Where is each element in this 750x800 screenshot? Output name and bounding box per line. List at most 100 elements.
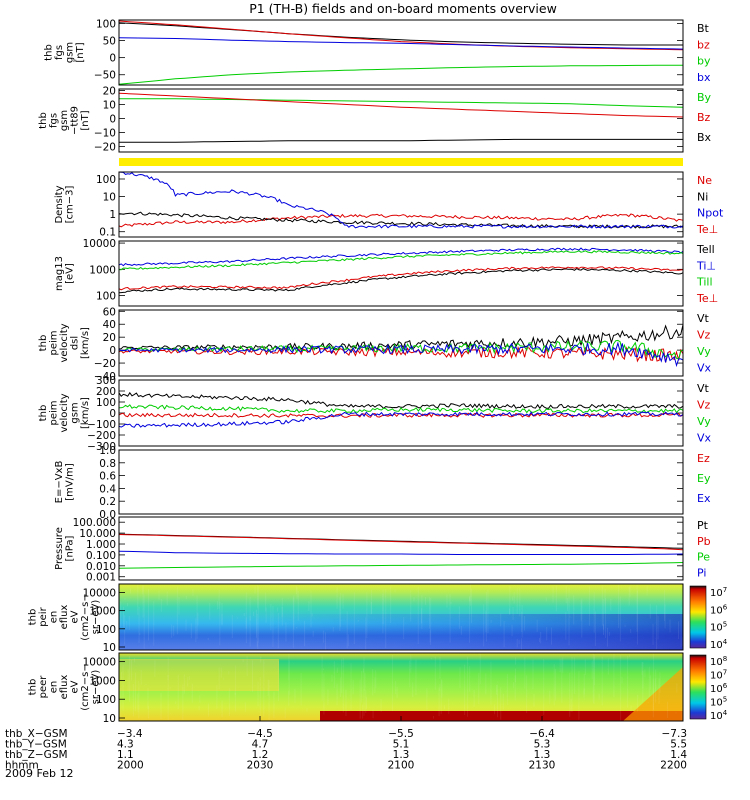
legend-Tell: Tell — [696, 243, 715, 256]
figure-title: P1 (TH-B) fields and on-board moments ov… — [249, 1, 557, 16]
y-axis-label: fgs — [49, 113, 60, 128]
y-tick-label: −50 — [94, 70, 116, 82]
y-tick-label: 10 — [103, 713, 116, 725]
y-tick-label: 100.000 — [73, 517, 116, 529]
legend-Vt: Vt — [697, 382, 710, 395]
x-row-value: 4.7 — [252, 739, 269, 751]
series-line-Vx — [118, 411, 684, 428]
series-line-Ni — [118, 211, 684, 229]
spectrogram-low-energy-band — [320, 711, 683, 721]
series-line-by — [118, 64, 683, 85]
panel-5: 10000 1000 100 mag13 [eV] Tell Ti⊥ Till Te⊥ — [54, 238, 718, 307]
panel-frame — [118, 19, 684, 86]
colorbar-label: 105 — [710, 696, 727, 709]
legend-Vz: Vz — [697, 329, 711, 342]
legend-Vx: Vx — [697, 432, 712, 445]
series-line-Vt — [118, 324, 684, 352]
y-axis-label: −tt89 — [70, 106, 81, 135]
series-line-Ne — [118, 213, 684, 228]
x-row-value: 2000 — [117, 760, 144, 772]
panel-frame — [118, 516, 684, 581]
y-tick-label: 0 — [109, 53, 116, 65]
y-axis-label: [mV/m] — [64, 463, 75, 501]
panel-frame — [118, 583, 684, 651]
y-tick-label: 0.001 — [86, 572, 116, 584]
y-tick-label: 0.8 — [99, 458, 116, 470]
y-tick-label: 10 — [103, 642, 116, 654]
y-axis-label: eV — [70, 680, 81, 693]
panel-frame — [118, 379, 684, 447]
legend-By: By — [697, 91, 712, 104]
y-axis-label: peer — [38, 675, 49, 699]
y-tick-label: 1 — [109, 209, 116, 221]
y-tick-label: 10000 — [83, 238, 116, 250]
y-tick-label: 10000 — [83, 587, 116, 599]
y-tick-label: 100 — [96, 397, 116, 409]
y-axis-label: E=−VxB — [54, 461, 65, 504]
series-line-Tell — [118, 268, 684, 294]
y-axis-label: (cm2−s− — [80, 593, 91, 640]
legend-Vx: Vx — [697, 362, 712, 375]
series-line-Pi — [118, 550, 684, 555]
legend-Vt: Vt — [697, 312, 710, 325]
series-line-Bz — [118, 92, 684, 118]
y-axis-label: [km/s] — [80, 397, 91, 429]
series-line-Npot — [118, 171, 684, 229]
x-row-value: 4.3 — [117, 739, 134, 751]
y-tick-label: 20 — [103, 85, 116, 97]
series-line-Ti⊥ — [118, 247, 684, 267]
legend-by: by — [697, 55, 711, 68]
series-line-Vy — [118, 404, 684, 414]
x-row-value: 1.3 — [393, 749, 410, 761]
series-line-Pb — [118, 534, 684, 551]
y-tick-label: −10 — [94, 127, 116, 139]
y-axis-label: velocity — [59, 323, 70, 362]
panel-8: 1.00.80.60.40.20.0 E=−VxB [mV/m] Ez Ey Ex — [54, 445, 711, 521]
legend-Npot: Npot — [697, 207, 724, 220]
y-tick-label: 1.0 — [99, 445, 116, 457]
y-tick-label: 10 — [103, 99, 116, 111]
series-line-Pe — [118, 562, 684, 569]
y-axis-label: Pressure — [54, 527, 65, 570]
x-row-label: thb_Z−GSM — [5, 749, 68, 761]
legend-Te⊥: Te⊥ — [696, 292, 718, 305]
colorbar-label: 107 — [710, 669, 727, 682]
y-axis-label: thb — [28, 609, 39, 626]
y-axis-label: en — [49, 611, 60, 624]
series-line-Vy — [118, 339, 684, 360]
yellow-status-bar — [119, 158, 683, 166]
y-axis-label: eflux — [59, 605, 70, 630]
y-tick-label: 10.000 — [79, 528, 116, 540]
colorbar-label: 104 — [710, 709, 728, 722]
y-tick-label: 1000 — [89, 675, 116, 687]
colorbar — [689, 654, 707, 720]
x-row-label: hhmm — [5, 760, 39, 772]
legend-Vz: Vz — [697, 399, 711, 412]
panel-4: 100 10 1 0.1 Density [cm−3] Ne Ni Npot Te⊥ — [54, 171, 724, 239]
y-tick-label: 1.000 — [86, 539, 116, 551]
panel-frame — [118, 240, 684, 307]
y-tick-label: −200 — [87, 430, 116, 442]
y-axis-label: thb — [43, 44, 54, 61]
y-axis-label: velocity — [59, 393, 70, 432]
y-axis-label: fgs — [54, 45, 65, 60]
legend-Vy: Vy — [697, 345, 711, 358]
x-row-value: 2100 — [388, 760, 415, 772]
x-row-value: −5.5 — [388, 728, 414, 740]
y-tick-label: 50 — [103, 36, 116, 48]
x-row-label: thb_X−GSM — [5, 728, 68, 740]
colorbar-label: 107 — [710, 586, 727, 599]
y-axis-label: mag13 — [54, 256, 65, 291]
y-tick-label: 0.2 — [99, 496, 116, 508]
x-row-value: 5.3 — [534, 739, 551, 751]
y-axis-label: dsl — [70, 336, 81, 350]
legend-Pb: Pb — [697, 535, 711, 548]
y-axis-label: gsm — [70, 402, 81, 423]
y-tick-label: 100 — [96, 624, 116, 636]
panel-2: 20 10 0 −10 −20 thb fgs gsm −tt89 [nT] By Bz Bx — [38, 85, 712, 153]
y-tick-label: 1000 — [89, 264, 116, 276]
x-row-value: −3.4 — [117, 728, 143, 740]
